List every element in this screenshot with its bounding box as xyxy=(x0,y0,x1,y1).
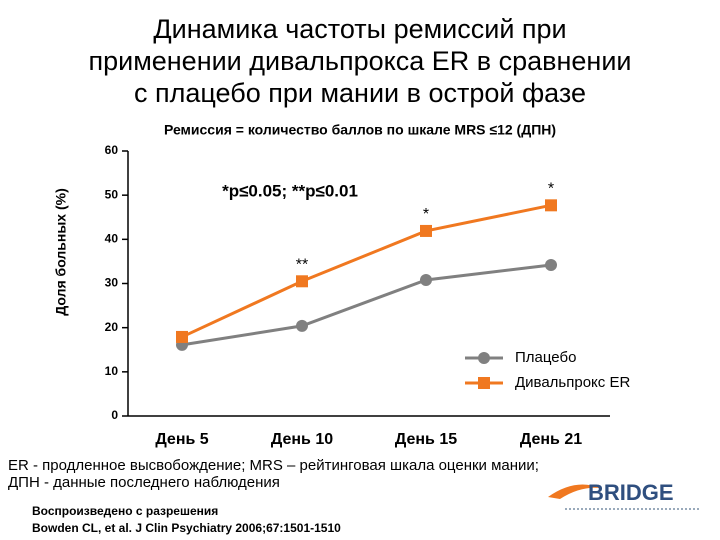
y-axis-label: Доля больных (%) xyxy=(53,188,69,316)
data-point xyxy=(545,199,557,212)
logo: BRIDGE xyxy=(588,480,674,505)
x-tick-label: День 15 xyxy=(395,431,457,448)
footnote: ER - продленное высвобождение; MRS – рей… xyxy=(8,457,539,474)
x-tick-label: День 21 xyxy=(520,431,582,448)
annotation: * xyxy=(423,206,429,223)
source: Воспроизведено с разрешения xyxy=(32,504,218,518)
legend-marker xyxy=(478,377,490,389)
series-line xyxy=(181,263,552,347)
annotation: * xyxy=(548,181,554,198)
y-tick-label: 20 xyxy=(105,320,119,334)
y-tick-label: 30 xyxy=(105,276,119,290)
series-line xyxy=(181,203,552,339)
footnote: ДПН - данные последнего наблюдения xyxy=(8,474,280,491)
y-tick-label: 60 xyxy=(105,143,119,157)
y-tick-label: 40 xyxy=(105,232,119,246)
logo-swoosh xyxy=(548,484,600,499)
data-point xyxy=(176,330,188,343)
annotation: ** xyxy=(296,257,308,274)
title-line: применении дивальпрокса ER в сравнении xyxy=(88,46,631,76)
subtitle: Ремиссия = количество баллов по шкале MR… xyxy=(164,122,556,138)
significance-note: *p≤0.05; **p≤0.01 xyxy=(222,181,358,200)
x-tick-label: День 5 xyxy=(155,431,208,448)
y-tick-label: 10 xyxy=(105,364,119,378)
x-tick-label: День 10 xyxy=(271,431,333,448)
y-tick-label: 0 xyxy=(111,408,118,422)
legend-marker xyxy=(478,352,490,364)
data-point xyxy=(296,319,308,332)
y-tick-label: 50 xyxy=(105,187,119,201)
legend-label: Дивальпрокс ER xyxy=(515,374,630,391)
source: Bowden CL, et al. J Clin Psychiatry 2006… xyxy=(32,521,341,535)
data-point xyxy=(296,275,308,288)
title-line: с плацебо при мании в острой фазе xyxy=(134,78,586,108)
data-point xyxy=(420,224,432,237)
data-point xyxy=(545,258,557,271)
legend-label: Плацебо xyxy=(515,349,576,366)
title-line: Динамика частоты ремиссий при xyxy=(153,14,566,44)
data-point xyxy=(420,273,432,286)
